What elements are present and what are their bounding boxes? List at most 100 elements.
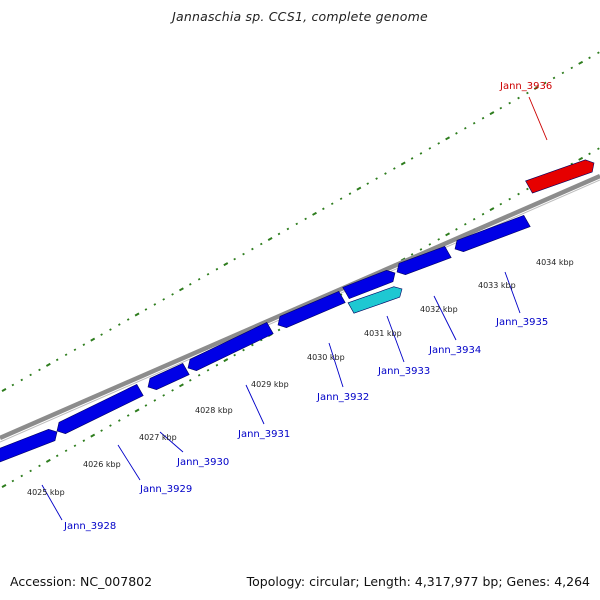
inner-minor-tick	[126, 414, 130, 417]
outer-minor-tick	[481, 116, 485, 120]
tick-label: 4034 kbp	[536, 258, 574, 267]
callout-line	[504, 271, 521, 314]
accession-text: Accession: NC_007802	[10, 574, 153, 589]
outer-minor-tick	[188, 283, 192, 286]
inner-minor-tick	[259, 338, 263, 342]
outer-minor-tick	[126, 318, 130, 321]
inner-minor-tick	[38, 464, 41, 468]
outer-minor-tick	[295, 222, 299, 226]
inner-minor-tick	[277, 328, 281, 332]
callout-line	[41, 484, 63, 521]
callout-line	[245, 384, 265, 425]
outer-minor-tick	[55, 358, 59, 362]
gene-arrow-highlight	[347, 286, 403, 314]
inner-minor-tick	[410, 253, 414, 256]
inner-minor-tick	[481, 212, 485, 216]
gene-arrow	[277, 290, 346, 329]
gene-label: Jann_3932	[316, 392, 369, 403]
outer-major-tick	[134, 312, 140, 317]
outer-minor-tick	[339, 197, 343, 201]
outer-minor-tick	[455, 132, 458, 135]
inner-minor-tick	[472, 217, 476, 221]
outer-major-tick	[45, 362, 51, 367]
outer-minor-tick	[215, 267, 219, 271]
inner-minor-tick	[437, 238, 441, 241]
inner-minor-tick	[526, 187, 529, 191]
outer-minor-tick	[29, 373, 32, 377]
inner-minor-tick	[499, 202, 503, 206]
outer-minor-tick	[348, 192, 352, 195]
inner-minor-tick	[517, 192, 520, 196]
outer-major-tick	[445, 136, 451, 141]
outer-minor-tick	[171, 293, 174, 296]
inner-minor-tick	[55, 454, 59, 458]
gene-label: Jann_3934	[428, 345, 481, 356]
outer-minor-tick	[259, 242, 263, 246]
inner-minor-tick	[588, 152, 591, 156]
inner-minor-tick	[215, 363, 219, 367]
tick-label: 4029 kbp	[251, 380, 289, 389]
gene-label: Jann_3935	[495, 317, 548, 328]
outer-minor-tick	[109, 328, 112, 331]
outer-minor-tick	[472, 121, 476, 125]
inner-minor-tick	[428, 243, 432, 246]
map-title: Jannaschia sp. CCS1, complete genome	[172, 9, 428, 24]
gene-arrow-selected	[525, 159, 595, 194]
outer-minor-tick	[251, 247, 254, 251]
outer-minor-tick	[118, 323, 121, 326]
inner-minor-tick	[144, 404, 148, 407]
inner-minor-tick	[570, 162, 574, 166]
outer-minor-tick	[508, 101, 511, 105]
gene-label: Jann_3929	[139, 484, 192, 495]
outer-minor-tick	[242, 252, 245, 256]
inner-minor-tick	[162, 394, 166, 397]
tick-label: 4025 kbp	[27, 488, 65, 497]
outer-minor-tick	[153, 303, 157, 306]
outer-minor-tick	[162, 298, 166, 301]
inner-minor-tick	[197, 373, 201, 377]
outer-major-tick	[1, 388, 7, 392]
outer-minor-tick	[526, 91, 529, 95]
outer-minor-tick	[73, 348, 77, 352]
inner-minor-tick	[64, 449, 68, 453]
outer-minor-tick	[11, 383, 15, 387]
inner-major-tick	[90, 433, 96, 438]
inner-major-tick	[1, 484, 7, 488]
tick-label: 4032 kbp	[420, 305, 458, 314]
callout-line	[386, 315, 405, 363]
tick-label-group: 4025 kbp 4026 kbp 4027 kbp 4028 kbp 4029 kbp…	[27, 258, 574, 497]
outer-minor-tick	[543, 81, 547, 85]
outer-minor-tick	[375, 177, 378, 180]
gene-arrow	[187, 321, 274, 372]
outer-minor-tick	[570, 66, 574, 70]
outer-minor-tick	[330, 202, 334, 206]
outer-minor-tick	[552, 76, 556, 80]
gene-callouts: Jann_3928 Jann_3929 Jann_3930 Jann_3931 Jann…	[41, 81, 552, 532]
inner-major-tick	[134, 408, 140, 413]
inner-minor-tick	[109, 424, 112, 427]
inner-major-tick	[489, 207, 495, 212]
outer-minor-tick	[561, 71, 565, 75]
outer-major-tick	[267, 237, 273, 241]
genome-summary-text: Topology: circular; Length: 4,317,977 bp…	[246, 574, 590, 589]
inner-major-tick	[578, 156, 584, 161]
gene-label: Jann_3936	[499, 81, 552, 92]
outer-major-tick	[178, 287, 184, 292]
outer-major-tick	[223, 262, 229, 267]
inner-minor-tick	[508, 197, 511, 201]
outer-major-tick	[90, 337, 96, 342]
gene-label: Jann_3931	[237, 429, 290, 440]
callout-line	[433, 295, 457, 341]
gene-label: Jann_3930	[176, 457, 229, 468]
inner-minor-tick	[206, 368, 210, 372]
inner-minor-tick	[455, 228, 458, 231]
inner-major-tick	[178, 383, 184, 388]
inner-minor-tick	[82, 439, 86, 442]
outer-major-tick	[533, 86, 539, 90]
inner-minor-tick	[242, 348, 245, 352]
outer-minor-tick	[20, 378, 24, 382]
gene-arrow	[147, 362, 190, 391]
inner-minor-tick	[100, 429, 103, 432]
gene-arrow	[0, 428, 58, 463]
